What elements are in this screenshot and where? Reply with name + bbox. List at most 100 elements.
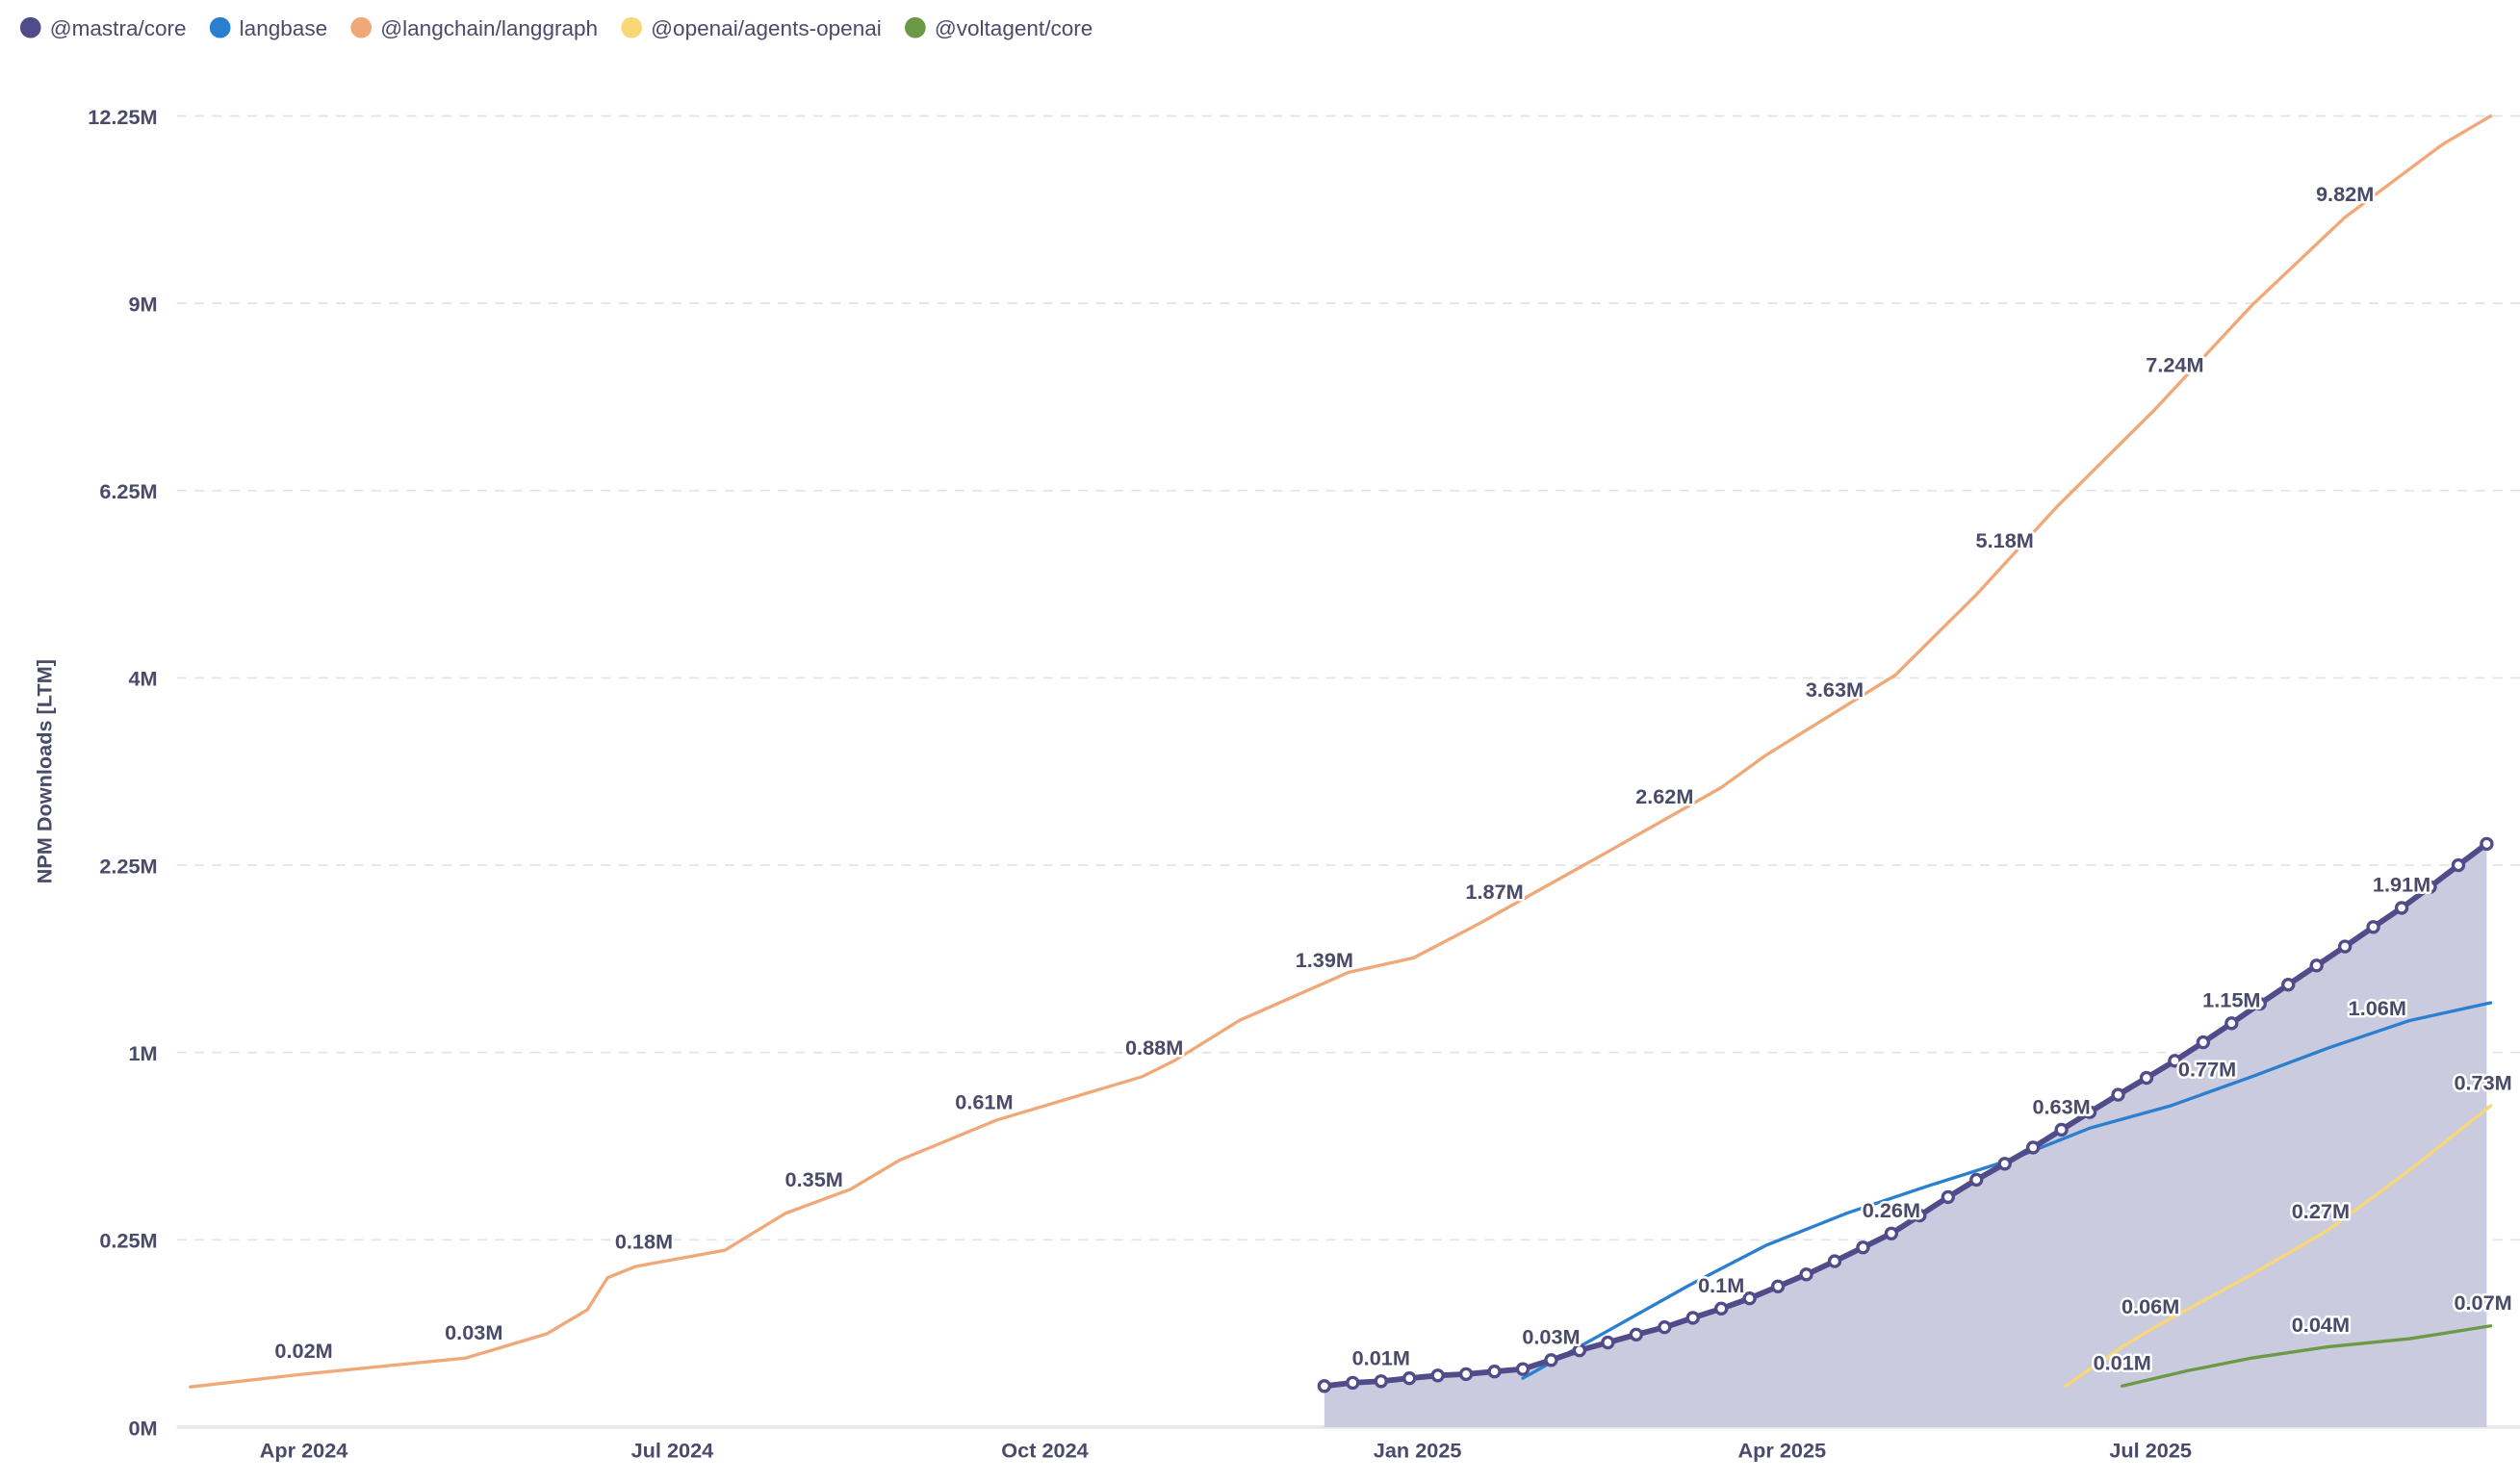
data-label: 0.73M	[2454, 1070, 2511, 1094]
data-point	[1346, 1375, 1360, 1391]
legend: @mastra/core langbase @langchain/langgraph…	[19, 16, 1093, 40]
data-point	[2281, 977, 2296, 992]
legend-marker-icon	[19, 16, 41, 38]
data-point	[1884, 1226, 1899, 1240]
y-tick-label: 0.25M	[99, 1229, 157, 1253]
data-label: 0.02M	[274, 1339, 332, 1363]
data-label: 0.26M	[1863, 1198, 1920, 1222]
data-point	[1544, 1353, 1558, 1367]
legend-marker-icon	[904, 16, 926, 38]
data-point	[2309, 958, 2324, 973]
x-tick-label: Apr 2025	[1737, 1439, 1826, 1463]
legend-item: @mastra/core	[50, 16, 187, 40]
legend-item: @langchain/langgraph	[380, 16, 598, 40]
data-label: 1.15M	[2202, 988, 2260, 1012]
data-label: 0.63M	[2032, 1094, 2090, 1118]
y-tick-label: 2.25M	[99, 854, 157, 878]
data-label: 0.07M	[2454, 1290, 2511, 1315]
data-point	[1856, 1240, 1870, 1255]
y-tick-label: 6.25M	[99, 479, 157, 503]
y-tick-label: 12.25M	[88, 105, 157, 129]
data-point	[1601, 1335, 1615, 1350]
data-point	[1799, 1267, 1813, 1282]
data-point	[1913, 1208, 1927, 1223]
data-label: 0.06M	[2121, 1294, 2179, 1318]
data-point	[2224, 1016, 2239, 1031]
y-tick-label: 1M	[128, 1041, 157, 1065]
x-tick-label: Jul 2024	[631, 1439, 714, 1463]
data-point	[1458, 1367, 1474, 1382]
data-label: 2.62M	[1635, 784, 1693, 808]
y-tick-label: 0M	[128, 1416, 157, 1440]
data-label: 0.01M	[1352, 1346, 1410, 1370]
data-label: 7.24M	[2146, 353, 2203, 377]
x-tick-label: Jan 2025	[1374, 1439, 1462, 1463]
y-tick-label: 4M	[128, 667, 157, 691]
data-point	[1374, 1374, 1388, 1389]
data-point	[1969, 1172, 1984, 1188]
series-layer	[189, 114, 2494, 1427]
data-label: 9.82M	[2316, 182, 2374, 206]
data-point	[1629, 1327, 1644, 1341]
data-label: 0.27M	[2292, 1199, 2350, 1223]
legend-item: @openai/agents-openai	[651, 16, 882, 40]
data-label: 0.35M	[785, 1167, 843, 1191]
data-label: 0.04M	[2292, 1313, 2350, 1337]
data-point	[1770, 1279, 1786, 1293]
data-point	[1827, 1254, 1842, 1268]
x-tick-label: Apr 2024	[260, 1439, 348, 1463]
data-label: 0.18M	[615, 1230, 673, 1254]
data-point	[1430, 1368, 1445, 1383]
data-labels: 0.01M 0.03M 0.1M 0.26M 0.63M 1.15M 1.91M 0.77M 1…	[272, 180, 2514, 1378]
data-label: 0.01M	[2094, 1351, 2151, 1375]
data-label: 0.03M	[445, 1320, 502, 1344]
data-point	[1572, 1342, 1587, 1358]
data-point	[1658, 1320, 1672, 1335]
legend-marker-icon	[621, 16, 642, 38]
y-axis-title: NPM Downloads [LTM]	[32, 659, 56, 883]
series-line-openai-agents-openai	[2064, 1104, 2493, 1388]
legend-item: langbase	[240, 16, 327, 40]
x-axis: Apr 2024 Jul 2024 Oct 2024 Jan 2025 Apr 2025…	[260, 1439, 2192, 1463]
y-tick-label: 9M	[128, 292, 157, 316]
series-line-langchain-langgraph	[189, 114, 2493, 1389]
legend-item: @voltagent/core	[935, 16, 1093, 40]
data-label: 0.88M	[1125, 1035, 1183, 1060]
data-point	[2139, 1070, 2154, 1086]
data-label: 0.03M	[1522, 1325, 1580, 1349]
data-point	[2451, 857, 2466, 873]
data-point	[2082, 1105, 2097, 1119]
data-point	[1742, 1291, 1757, 1306]
data-label: 1.39M	[1296, 948, 1353, 972]
data-point	[2168, 1054, 2182, 1068]
series-line-voltagent-core	[2121, 1324, 2493, 1388]
mastra-area	[1324, 843, 2487, 1427]
data-label: 3.63M	[1806, 677, 1864, 702]
data-point	[1515, 1362, 1530, 1376]
data-label: 0.1M	[1698, 1273, 1744, 1297]
data-point	[2025, 1140, 2041, 1155]
data-label: 1.91M	[2373, 873, 2430, 897]
data-label: 1.06M	[2349, 996, 2406, 1020]
data-point	[2054, 1122, 2069, 1137]
legend-marker-icon	[209, 16, 231, 38]
data-point	[1487, 1365, 1502, 1379]
legend-marker-icon	[350, 16, 373, 38]
data-point	[2196, 1035, 2211, 1050]
data-label: 5.18M	[1976, 528, 2034, 552]
data-label: 0.61M	[955, 1090, 1013, 1114]
data-point	[2252, 996, 2267, 1011]
data-label: 0.77M	[2178, 1058, 2236, 1082]
data-point	[1402, 1371, 1417, 1386]
data-point	[1317, 1379, 1332, 1393]
y-axis: 0M 0.25M 1M 2.25M 4M 6.25M 9M 12.25M	[88, 105, 157, 1440]
data-point	[2337, 939, 2353, 954]
data-label: 1.87M	[1465, 880, 1523, 904]
data-point	[1997, 1157, 2012, 1171]
data-point	[2366, 920, 2380, 934]
data-point	[1714, 1301, 1729, 1316]
data-point	[2423, 880, 2437, 894]
data-point	[1941, 1189, 1955, 1205]
data-point	[2480, 836, 2494, 852]
